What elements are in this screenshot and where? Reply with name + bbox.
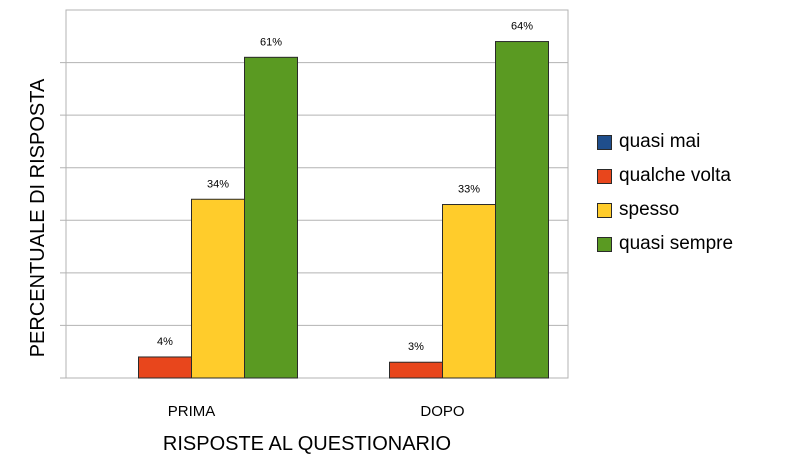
bar-spesso-dopo — [442, 204, 496, 379]
data-label: 34% — [207, 178, 229, 190]
bar-qualche-volta-dopo — [389, 361, 443, 379]
legend-item: spesso — [597, 193, 733, 227]
legend-label: spesso — [619, 199, 680, 220]
bar-labels-group: 4% 34% 61% 3% 33% 64% — [157, 21, 533, 354]
data-label: 33% — [458, 184, 480, 196]
x-axis-label: RISPOSTE AL QUESTIONARIO — [163, 433, 451, 455]
bar-quasi-sempre-prima — [244, 56, 298, 379]
bars-group — [138, 41, 549, 379]
x-tick-label: PRIMA — [168, 403, 216, 420]
x-tick-labels: PRIMA DOPO — [168, 403, 465, 420]
legend-swatch — [597, 134, 612, 150]
bar-quasi-sempre-dopo — [495, 41, 549, 379]
bar-qualche-volta-prima — [138, 356, 192, 379]
legend-swatch — [597, 202, 612, 218]
data-label: 64% — [511, 21, 533, 33]
legend-label: quasi sempre — [619, 233, 734, 254]
bar-spesso-prima — [191, 198, 245, 379]
legend-item: quasi mai — [597, 125, 733, 159]
legend-swatch — [597, 236, 612, 252]
x-tick-label: DOPO — [420, 403, 464, 420]
legend: quasi mai qualche volta spesso quasi sempre — [597, 125, 733, 261]
data-label: 61% — [260, 36, 282, 48]
legend-item: quasi sempre — [597, 227, 733, 261]
y-axis-label: PERCENTUALE DI RISPOSTA — [27, 78, 49, 357]
legend-swatch — [597, 168, 612, 184]
data-label: 3% — [408, 341, 424, 353]
legend-item: qualche volta — [597, 159, 733, 193]
legend-label: quasi mai — [619, 131, 701, 152]
data-label: 4% — [157, 336, 173, 348]
legend-label: qualche volta — [619, 165, 731, 186]
plot-area — [65, 9, 569, 379]
